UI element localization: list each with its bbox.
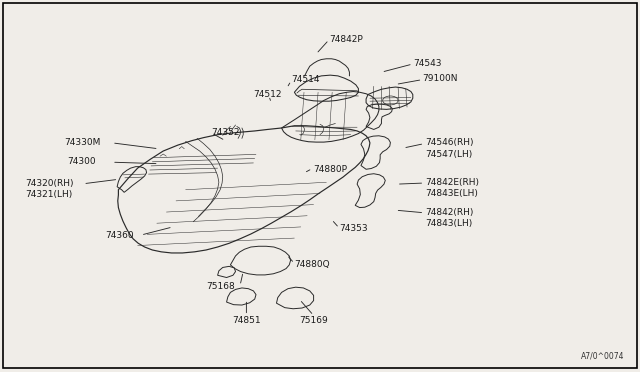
Text: 74842(RH): 74842(RH) [426,208,474,217]
Text: 74360: 74360 [106,231,134,240]
Text: 74330M: 74330M [64,138,100,147]
Text: 74320(RH): 74320(RH) [26,179,74,187]
Text: 74843E(LH): 74843E(LH) [426,189,479,198]
Text: 74842P: 74842P [330,35,364,44]
Text: 74880P: 74880P [314,165,348,174]
Text: 74512: 74512 [253,90,282,99]
Text: 74543: 74543 [413,59,442,68]
Text: 74843(LH): 74843(LH) [426,219,473,228]
Text: 79100N: 79100N [422,74,458,83]
Text: A7/0^0074: A7/0^0074 [580,352,624,361]
Text: 74842E(RH): 74842E(RH) [426,178,479,187]
Text: 74546(RH): 74546(RH) [426,138,474,147]
Text: 74547(LH): 74547(LH) [426,150,473,159]
Text: 74352: 74352 [211,128,240,137]
Text: 74880Q: 74880Q [294,260,330,269]
Text: 74851: 74851 [232,316,260,325]
Text: 74321(LH): 74321(LH) [26,190,73,199]
Text: 75168: 75168 [207,282,235,291]
Text: 74353: 74353 [339,224,368,233]
Text: 74300: 74300 [67,157,96,166]
Text: 74514: 74514 [291,76,320,84]
Text: 75169: 75169 [300,316,328,325]
